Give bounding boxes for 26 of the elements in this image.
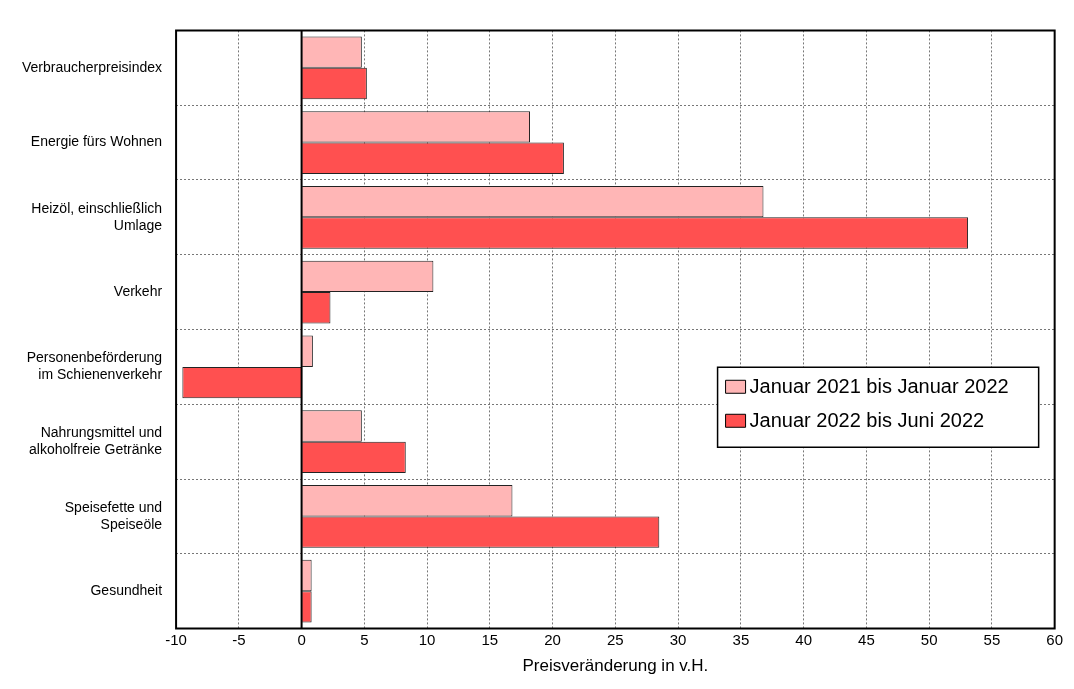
x-tick-label: 55 — [983, 630, 1001, 648]
y-tick-label: Heizöl, einschließlich Umlage — [31, 199, 163, 233]
x-tick-label: -10 — [165, 630, 187, 648]
y-tick-label: Speisefette und Speiseöle — [64, 498, 163, 532]
y-tick-label: Verbraucherpreisindex — [21, 58, 163, 75]
x-tick-label: 5 — [360, 630, 369, 648]
x-tick-label: 45 — [858, 630, 875, 648]
x-tick-label: 0 — [297, 630, 306, 648]
x-tick-label: 35 — [732, 630, 750, 648]
x-tick-label: 40 — [795, 630, 812, 648]
x-tick-label: 50 — [920, 630, 938, 648]
x-tick-label: 25 — [607, 630, 624, 648]
x-tick-label: 15 — [481, 630, 499, 648]
x-tick-label: -5 — [232, 630, 246, 648]
x-axis-title: Preisveränderung in v.H. — [522, 656, 709, 676]
y-tick-label: Nahrungsmittel und alkoholfreie Getränke — [29, 424, 163, 457]
y-tick-label: Gesundheit — [90, 582, 163, 599]
x-tick-label: 60 — [1046, 630, 1063, 648]
x-tick-label: 30 — [669, 630, 687, 648]
x-tick-label: 20 — [544, 630, 561, 648]
y-tick-label: Energie fürs Wohnen — [30, 133, 163, 150]
y-tick-label: Personenbeförderung im Schienenverkehr — [26, 349, 163, 383]
y-tick-label: Verkehr — [113, 282, 163, 299]
legend-label: Januar 2021 bis Januar 2022 — [749, 374, 1009, 397]
x-tick-label: 10 — [418, 630, 436, 648]
legend-label: Januar 2022 bis Juni 2022 — [749, 408, 985, 431]
